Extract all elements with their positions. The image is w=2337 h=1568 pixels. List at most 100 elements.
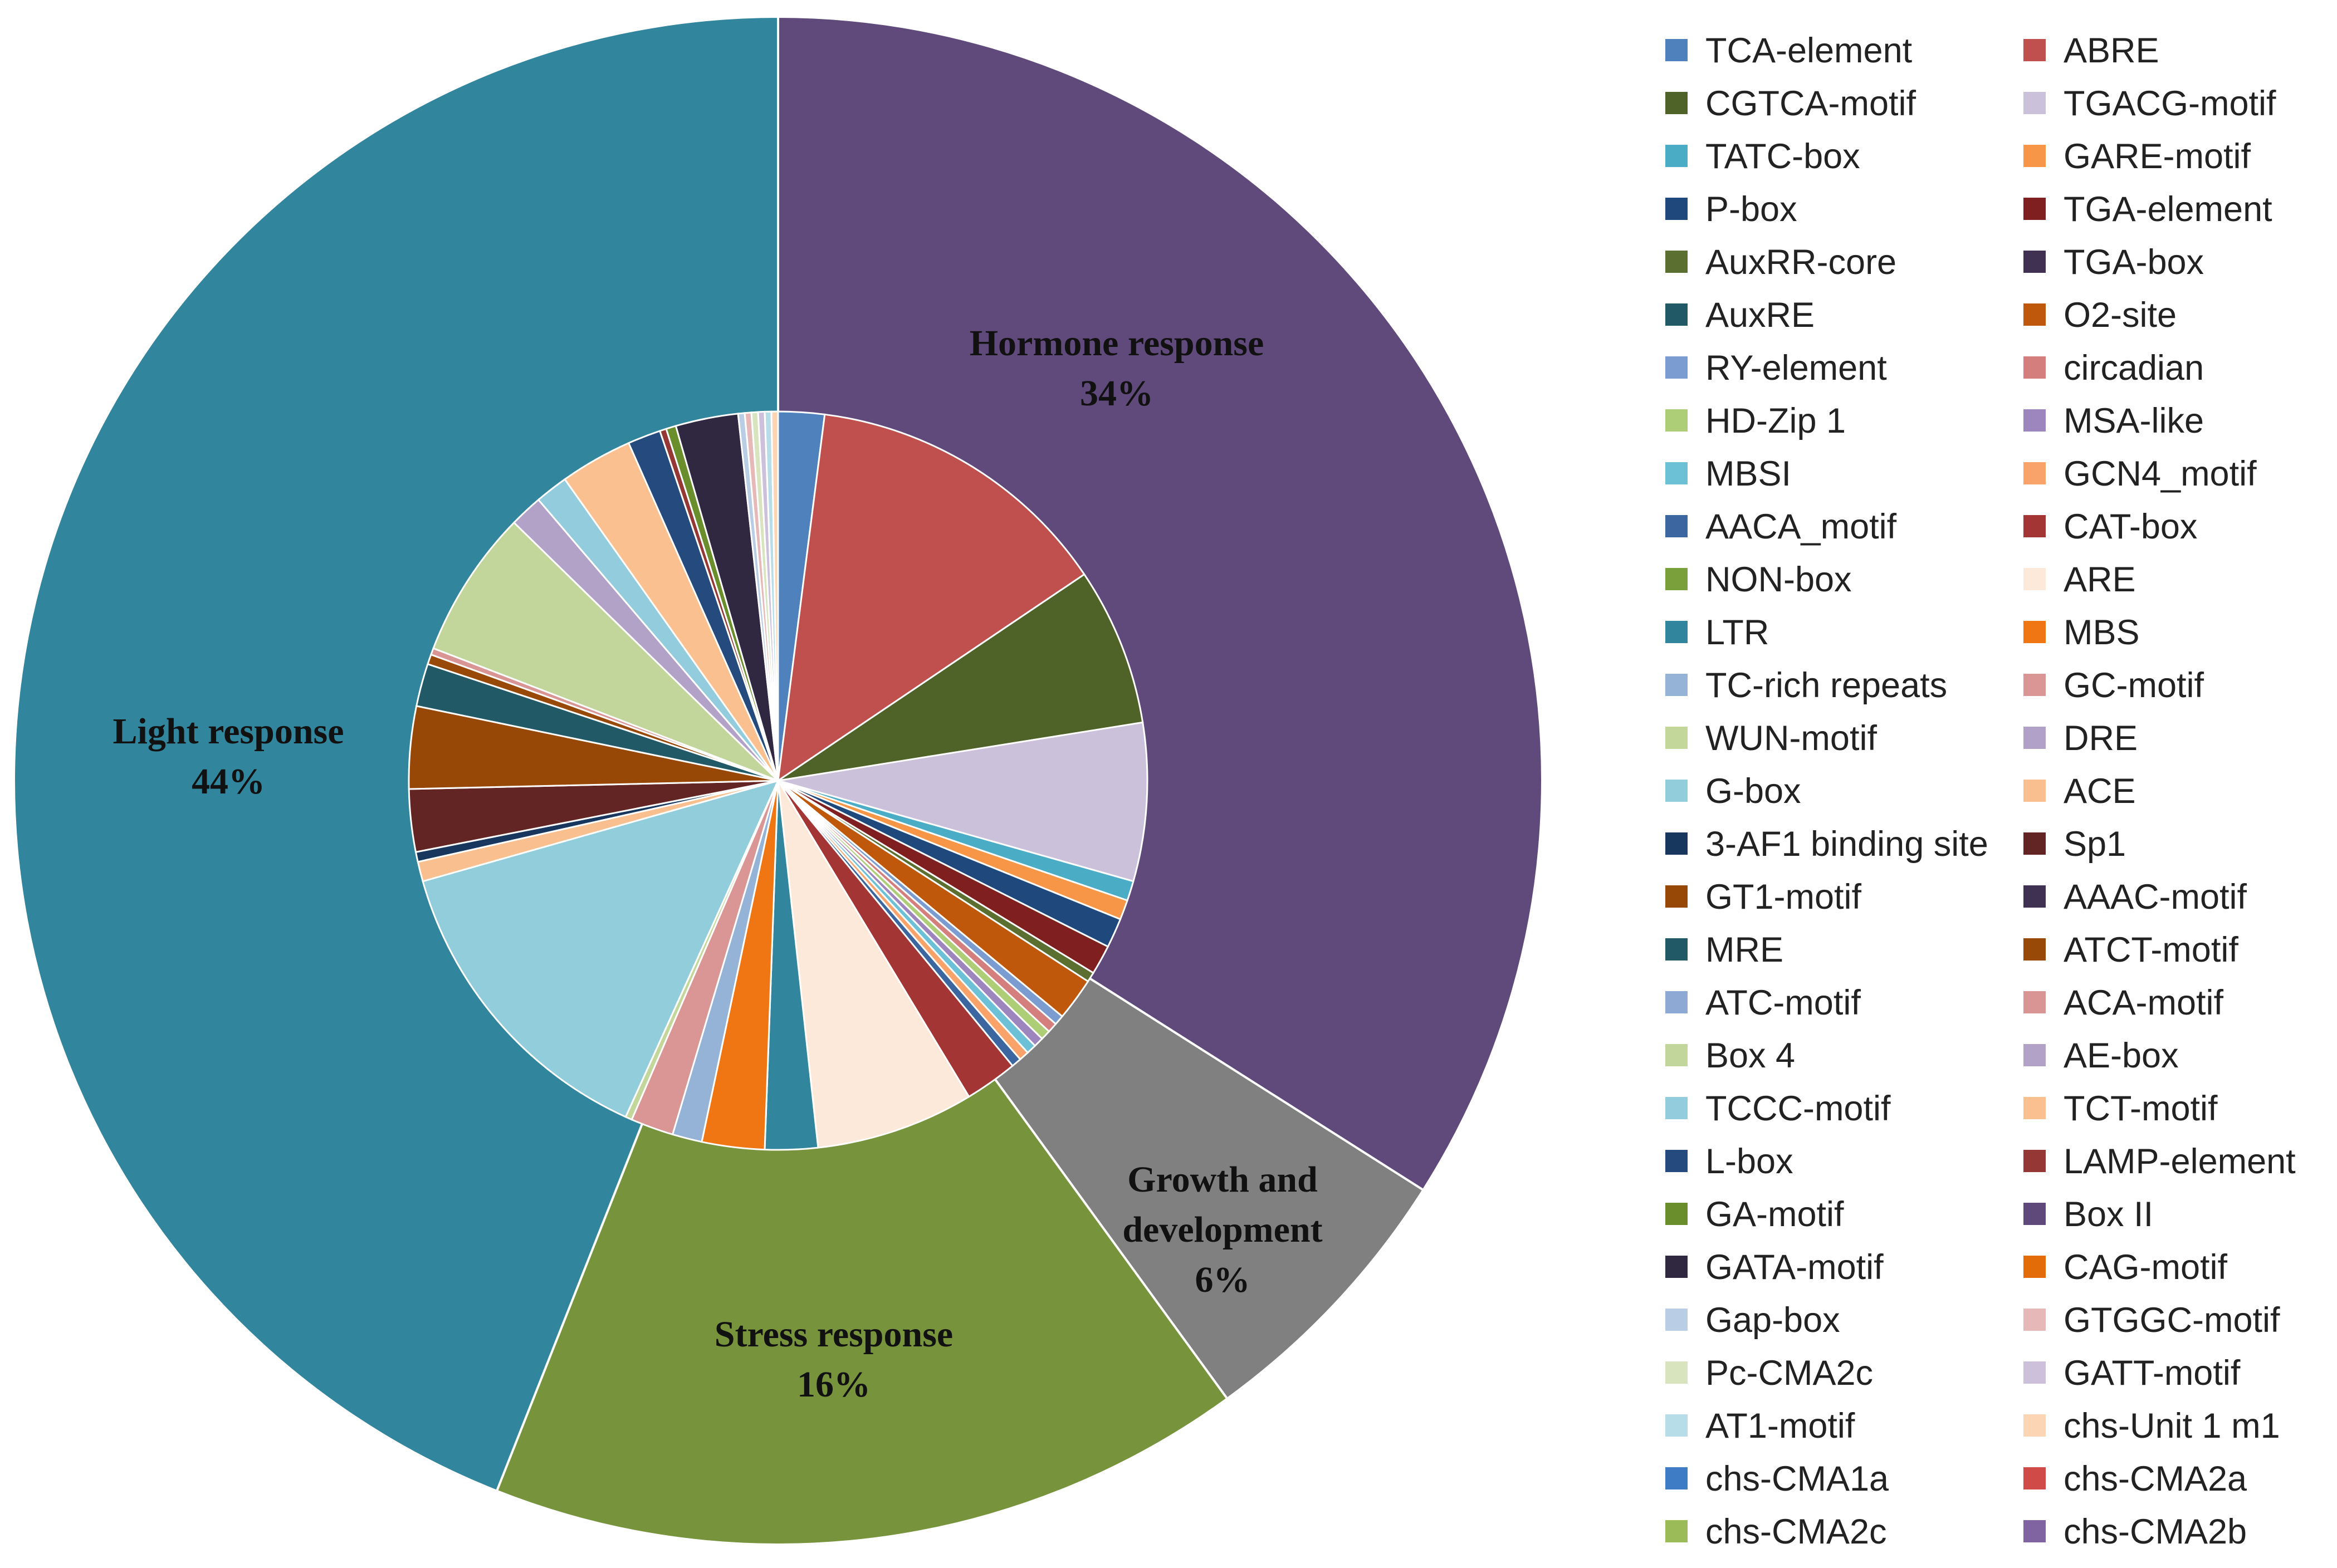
- outer-slice-stress-response: [495, 778, 1229, 1546]
- legend-label: MRE: [1705, 930, 1783, 969]
- legend-label: GA-motif: [1705, 1195, 1844, 1234]
- legend-label: DRE: [2064, 719, 2138, 758]
- legend-item-gata-motif: GATA-motif: [1665, 1248, 1884, 1287]
- legend-item-tatc-box: TATC-box: [1665, 137, 1860, 176]
- legend-swatch: [2023, 1044, 2046, 1066]
- legend-swatch: [1665, 515, 1688, 537]
- legend-item-tca-element: TCA-element: [1665, 31, 1913, 70]
- legend-label: AuxRR-core: [1705, 243, 1896, 282]
- legend-swatch: [2023, 780, 2046, 802]
- legend-label: CAT-box: [2064, 507, 2197, 546]
- legend-label: AE-box: [2064, 1036, 2179, 1075]
- legend-item-abre: ABRE: [2023, 31, 2159, 70]
- legend-item-box-ii: Box II: [2023, 1195, 2153, 1234]
- legend-item-chs-cma1a: chs-CMA1a: [1665, 1459, 1889, 1498]
- legend-swatch: [2023, 1467, 2046, 1489]
- legend-item-tct-motif: TCT-motif: [2023, 1089, 2218, 1128]
- legend-label: chs-CMA2c: [1705, 1512, 1887, 1551]
- legend-swatch: [2023, 1414, 2046, 1437]
- legend-swatch: [2023, 356, 2046, 379]
- legend-swatch: [2023, 727, 2046, 749]
- legend-label: chs-CMA2a: [2064, 1459, 2247, 1498]
- outer-label-hormone-response: Hormone response 34%: [970, 323, 1264, 414]
- legend-label: GTGGC-motif: [2064, 1301, 2280, 1340]
- legend-item-aaca-motif: AACA_motif: [1665, 507, 1897, 546]
- legend-item-cat-box: CAT-box: [2023, 507, 2197, 546]
- legend-label: ACE: [2064, 772, 2136, 811]
- outer-slice-light-response: [13, 15, 779, 1493]
- legend-item-chs-unit-1-m1: chs-Unit 1 m1: [2023, 1407, 2280, 1445]
- legend-item-tc-rich-repeats: TC-rich repeats: [1665, 666, 1947, 705]
- legend-swatch: [1665, 303, 1688, 326]
- legend-item-atct-motif: ATCT-motif: [2023, 930, 2238, 969]
- legend-item-o2-site: O2-site: [2023, 296, 2177, 335]
- legend-swatch: [1665, 1361, 1688, 1384]
- inner-slice-g-box: [422, 779, 780, 1118]
- legend-swatch: [1665, 991, 1688, 1013]
- legend-item-tga-element: TGA-element: [2023, 190, 2272, 229]
- legend-item-ace: ACE: [2023, 772, 2136, 811]
- legend-label: Gap-box: [1705, 1301, 1840, 1340]
- legend-swatch: [2023, 991, 2046, 1013]
- legend-swatch: [2023, 674, 2046, 696]
- legend-label: GATA-motif: [1705, 1248, 1884, 1287]
- legend-swatch: [1665, 1203, 1688, 1225]
- legend-swatch: [2023, 409, 2046, 432]
- legend-item-are: ARE: [2023, 560, 2136, 599]
- legend-swatch: [1665, 462, 1688, 484]
- legend-item-dre: DRE: [2023, 719, 2138, 758]
- legend: TCA-element ABRE CGTCA-motif TGACG-motif TAT…: [1665, 31, 2296, 1551]
- legend-label: Box 4: [1705, 1036, 1795, 1075]
- legend-swatch: [2023, 1309, 2046, 1331]
- legend-item-circadian: circadian: [2023, 349, 2204, 388]
- legend-label: TCA-element: [1705, 31, 1913, 70]
- legend-label: ATC-motif: [1705, 983, 1861, 1022]
- legend-item-mbs: MBS: [2023, 613, 2140, 652]
- legend-item-chs-cma2b: chs-CMA2b: [2023, 1512, 2247, 1551]
- legend-label: TC-rich repeats: [1705, 666, 1947, 705]
- legend-item-box-4: Box 4: [1665, 1036, 1795, 1075]
- legend-swatch: [2023, 1203, 2046, 1225]
- legend-item-hd-zip-1: HD-Zip 1: [1665, 401, 1846, 440]
- legend-item-msa-like: MSA-like: [2023, 401, 2204, 440]
- legend-swatch: [1665, 145, 1688, 167]
- legend-label: P-box: [1705, 190, 1797, 229]
- legend-label: 3-AF1 binding site: [1705, 825, 1988, 864]
- legend-label: Sp1: [2064, 825, 2126, 864]
- inner-slice-box-4: [432, 521, 779, 782]
- legend-label: AACA_motif: [1705, 507, 1897, 546]
- legend-label: TCCC-motif: [1705, 1089, 1891, 1128]
- legend-label: GATT-motif: [2064, 1354, 2241, 1393]
- legend-item-non-box: NON-box: [1665, 560, 1852, 599]
- legend-item-g-box: G-box: [1665, 772, 1801, 811]
- legend-swatch: [1665, 1256, 1688, 1278]
- inner-pie: [408, 410, 1148, 1151]
- legend-label: AT1-motif: [1705, 1407, 1855, 1445]
- legend-label: GT1-motif: [1705, 878, 1862, 917]
- legend-swatch: [2023, 198, 2046, 220]
- legend-item-ltr: LTR: [1665, 613, 1769, 652]
- legend-swatch: [2023, 885, 2046, 908]
- legend-item-wun-motif: WUN-motif: [1665, 719, 1877, 758]
- legend-item-gt1-motif: GT1-motif: [1665, 878, 1862, 917]
- legend-swatch: [2023, 303, 2046, 326]
- legend-swatch: [1665, 198, 1688, 220]
- legend-label: Box II: [2064, 1195, 2153, 1234]
- outer-label-stress-response: Stress response 16%: [715, 1314, 953, 1405]
- legend-swatch: [1665, 621, 1688, 643]
- legend-item-auxrr-core: AuxRR-core: [1665, 243, 1896, 282]
- legend-label: circadian: [2064, 349, 2204, 388]
- legend-item-sp1: Sp1: [2023, 825, 2126, 864]
- legend-item-gap-box: Gap-box: [1665, 1301, 1840, 1340]
- legend-label: MBSI: [1705, 454, 1791, 493]
- legend-item-auxre: AuxRE: [1665, 296, 1815, 335]
- legend-swatch: [2023, 145, 2046, 167]
- legend-label: TGA-element: [2064, 190, 2272, 229]
- legend-item-gtggc-motif: GTGGC-motif: [2023, 1301, 2280, 1340]
- outer-label-growth-and-development: Growth and development 6%: [1122, 1159, 1322, 1300]
- legend-swatch: [2023, 1150, 2046, 1172]
- legend-label: CAG-motif: [2064, 1248, 2228, 1287]
- legend-item-chs-cma2a: chs-CMA2a: [2023, 1459, 2247, 1498]
- legend-swatch: [1665, 1097, 1688, 1119]
